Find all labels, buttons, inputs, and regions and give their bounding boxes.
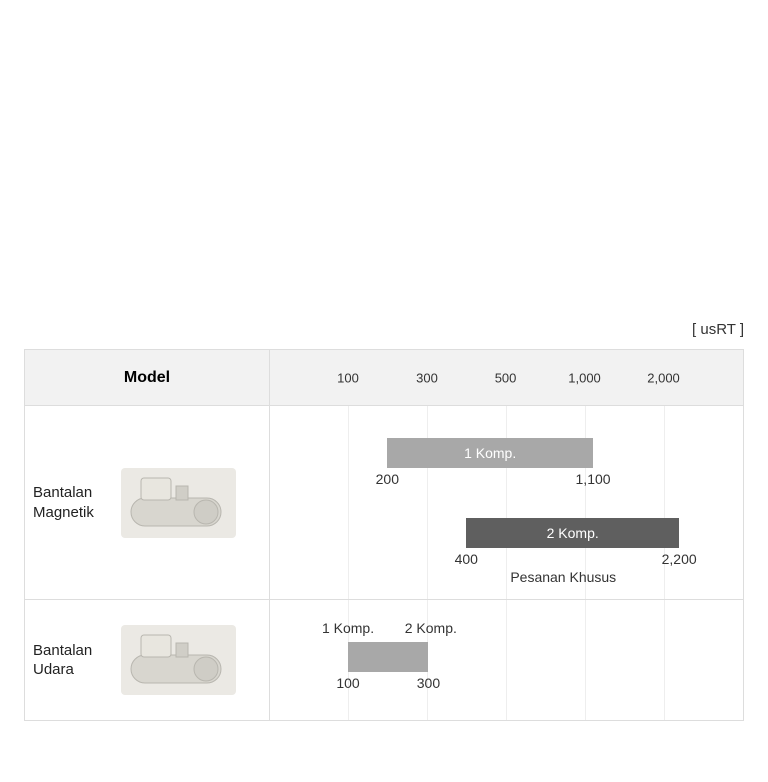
tick-label: 1,000: [568, 370, 601, 385]
komp-label: 2 Komp.: [405, 620, 457, 636]
model-name: BantalanMagnetik: [33, 483, 113, 522]
model-header: Model: [25, 350, 270, 405]
header-row: Model 100 300 500 1,000 2,000: [25, 350, 743, 406]
model-cell: BantalanUdara: [25, 600, 270, 720]
gridline: [664, 600, 665, 720]
tick-label: 2,000: [647, 370, 680, 385]
model-image: [121, 468, 236, 538]
tick-label: 300: [416, 370, 438, 385]
chart-cell: 1 Komp. 2 Komp. 100 300: [270, 600, 743, 720]
scale-header: 100 300 500 1,000 2,000: [270, 350, 743, 405]
machine-icon: [121, 468, 236, 538]
gridline: [506, 406, 507, 599]
bar-start-value: 400: [455, 551, 478, 567]
table-row: BantalanMagnetik 1 Komp. 200 1,100 2 Komp. 40…: [25, 406, 743, 600]
tick-label: 100: [337, 370, 359, 385]
unit-label: [ usRT ]: [692, 321, 744, 338]
gridline: [506, 600, 507, 720]
bar-start-value: 100: [336, 675, 359, 691]
chart-cell: 1 Komp. 200 1,100 2 Komp. 400 2,200 Pesanan Kh…: [270, 406, 743, 599]
gridline: [427, 406, 428, 599]
bar-end-value: 1,100: [576, 471, 611, 487]
gridline: [348, 406, 349, 599]
extra-label: Pesanan Khusus: [510, 569, 616, 585]
machine-icon: [121, 625, 236, 695]
capacity-bar: 1 Komp.: [387, 438, 593, 468]
model-image: [121, 625, 236, 695]
capacity-bar: 2 Komp.: [466, 518, 679, 548]
model-name: BantalanUdara: [33, 641, 113, 680]
table-row: BantalanUdara 1 Komp. 2 Komp. 100 300: [25, 600, 743, 720]
capacity-bar: [348, 642, 428, 672]
bar-end-value: 300: [417, 675, 440, 691]
bar-start-value: 200: [376, 471, 399, 487]
capacity-table: Model 100 300 500 1,000 2,000 BantalanMagnet…: [24, 349, 744, 721]
model-cell: BantalanMagnetik: [25, 406, 270, 599]
gridline: [585, 600, 586, 720]
tick-label: 500: [495, 370, 517, 385]
komp-label: 1 Komp.: [322, 620, 374, 636]
bar-end-value: 2,200: [662, 551, 697, 567]
gridline: [664, 406, 665, 599]
